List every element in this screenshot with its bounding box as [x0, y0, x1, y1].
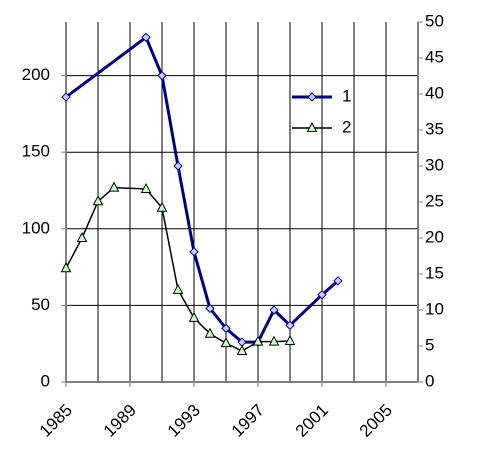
point-marker [141, 32, 151, 43]
y2-tick-label: 25 [425, 191, 444, 210]
point-marker [189, 247, 199, 257]
point-marker [220, 337, 232, 348]
y2-tick-label: 20 [425, 227, 444, 246]
point-marker [269, 305, 279, 315]
series-line [65, 186, 291, 352]
y-tick-label: 150 [22, 142, 50, 161]
y-tick-label: 0 [41, 371, 50, 390]
point-marker [140, 182, 152, 194]
y-tick-label: 50 [31, 295, 50, 314]
point-marker [221, 323, 231, 334]
point-marker [172, 283, 184, 294]
x-tick-label: 2001 [292, 401, 332, 441]
point-marker [252, 335, 264, 346]
y2-tick-label: 40 [425, 83, 444, 102]
point-marker [317, 289, 327, 300]
point-marker [205, 303, 215, 314]
y2-tick-label: 10 [425, 299, 444, 318]
legend-label: 2 [342, 117, 351, 136]
point-marker [284, 334, 296, 345]
point-marker [157, 70, 167, 81]
x-tick-label: 1993 [164, 401, 204, 441]
x-tick-label: 1989 [100, 401, 140, 441]
y-tick-label: 200 [22, 65, 50, 84]
y2-tick-label: 0 [425, 371, 434, 390]
point-marker [333, 276, 343, 286]
y2-tick-label: 50 [425, 11, 444, 30]
series-line [65, 34, 339, 344]
y2-tick-label: 15 [425, 263, 444, 282]
point-marker [76, 231, 88, 242]
point-marker [60, 262, 72, 273]
x-tick-label: 1985 [36, 401, 76, 441]
x-tick-label: 1997 [228, 401, 268, 441]
y2-tick-label: 30 [425, 155, 444, 174]
legend-label: 1 [342, 86, 351, 105]
y2-tick-label: 5 [425, 335, 434, 354]
point-marker [173, 161, 183, 171]
point-marker [236, 344, 248, 356]
point-marker [188, 311, 200, 322]
legend-marker [306, 121, 318, 132]
point-marker [108, 181, 120, 192]
point-marker [61, 92, 71, 102]
point-marker [285, 320, 295, 331]
y2-tick-label: 45 [425, 47, 444, 66]
y2-tick-label: 35 [425, 119, 444, 138]
point-marker [92, 195, 104, 206]
legend-marker [307, 92, 317, 102]
x-tick-label: 2005 [356, 401, 396, 441]
point-marker [204, 327, 216, 338]
point-marker [156, 201, 168, 212]
point-marker [268, 335, 280, 346]
y-tick-label: 100 [22, 218, 50, 237]
